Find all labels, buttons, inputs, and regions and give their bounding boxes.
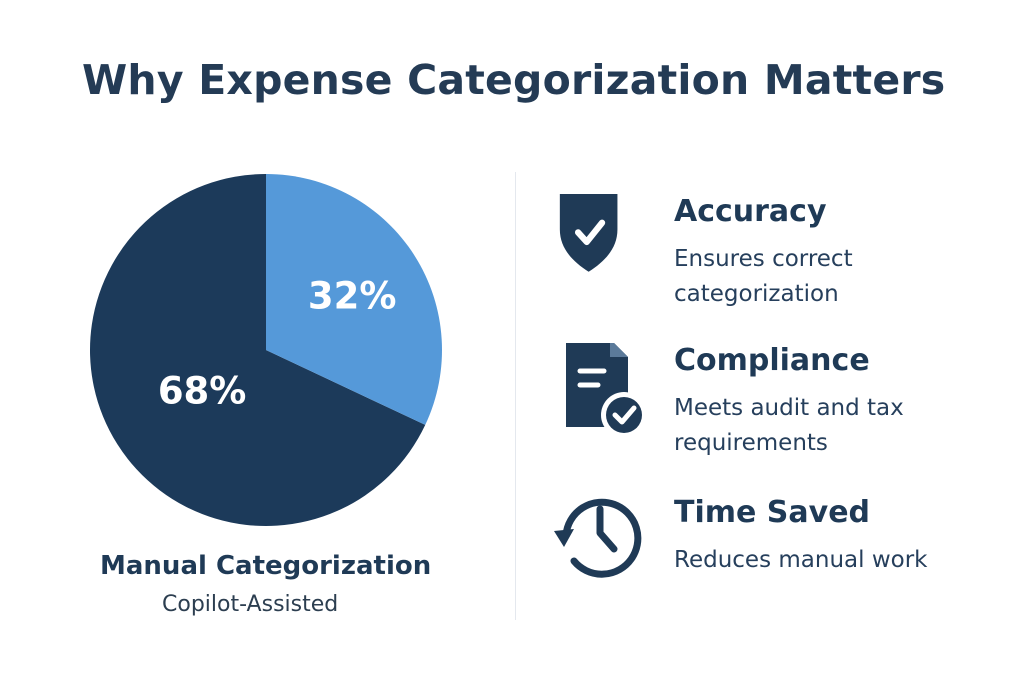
pie-slice-copilot [266, 174, 442, 425]
feature-title: Accuracy [674, 194, 827, 229]
page-title: Why Expense Categorization Matters [82, 56, 946, 104]
feature-description: Meets audit and tax requirements [674, 395, 904, 456]
pie-label-copilot: 32% [308, 274, 397, 317]
pie-chart: 68% 32% [88, 172, 444, 528]
clock-history-icon [552, 495, 652, 595]
feature-title: Compliance [674, 343, 870, 378]
document-check-icon [552, 339, 652, 443]
pie-chart-svg: 68% 32% [90, 174, 442, 526]
legend-manual: Manual Categorization [100, 551, 432, 581]
divider [515, 172, 516, 620]
feature-description: Reduces manual work [674, 547, 928, 573]
pie-label-manual: 68% [158, 370, 247, 413]
pie-slice-manual [90, 174, 426, 526]
feature-title: Time Saved [674, 495, 871, 530]
feature-description: Ensures correct categorization [674, 246, 853, 307]
legend-copilot: Copilot-Assisted [162, 592, 339, 617]
shield-check-icon [552, 181, 652, 294]
